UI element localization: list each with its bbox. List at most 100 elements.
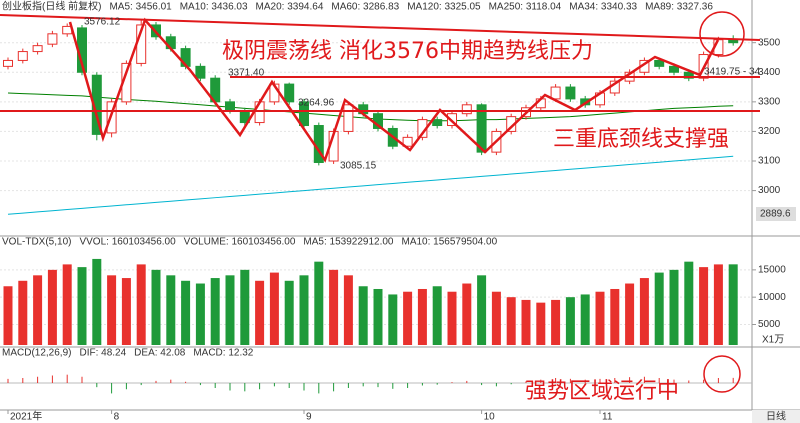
volume-bar (639, 278, 649, 345)
tab[interactable] (752, 410, 800, 423)
volume-bar (343, 275, 353, 345)
volume-bar (565, 297, 575, 345)
header-item: MA10: 156579504.00 (402, 237, 498, 248)
y-tick-label: 10000 (758, 292, 786, 303)
volume-bar (699, 267, 709, 345)
x-tick-label: 10 (484, 412, 496, 423)
header-item: 创业板指(日线 前复权) (2, 0, 101, 13)
annotation-title: 极阴震荡线 消化3576中期趋势线压力 (222, 39, 593, 64)
volume-bar (595, 291, 605, 345)
volume-bar (329, 269, 339, 345)
volume-bar (136, 264, 146, 345)
candle-body (343, 104, 354, 132)
volume-bar (477, 275, 487, 345)
volume-bar (121, 278, 131, 345)
candle-body (669, 65, 679, 73)
y-tick-label: 3200 (758, 126, 781, 137)
candle-body (565, 86, 576, 100)
candle-body (32, 45, 43, 53)
price-box (756, 207, 796, 221)
volume-bar (580, 294, 590, 345)
y-tick-label: 15000 (758, 264, 786, 275)
volume-bar (225, 275, 235, 345)
highlight-circle (703, 355, 741, 393)
volume-bar (491, 291, 501, 345)
volume-bar (18, 280, 28, 345)
volume-bar (373, 288, 383, 345)
price-note: 3085.15 (340, 161, 377, 172)
candle-body (17, 51, 28, 61)
volume-bar (388, 294, 398, 345)
candle-body (683, 71, 694, 79)
price-note: 3371.40 (228, 68, 265, 79)
unit-label: X1万 (762, 335, 784, 346)
price-note: 3419.75 - 34 (704, 67, 761, 78)
y-tick-label: 5000 (758, 319, 781, 330)
volume-bar (669, 269, 679, 345)
header-item: MA34: 3340.33 (569, 2, 637, 13)
y-tick-label: 3500 (758, 37, 781, 48)
header-item: MACD: 12.32 (193, 348, 253, 359)
candle-body (550, 86, 561, 100)
candle-body (432, 119, 443, 127)
volume-bar (403, 291, 413, 345)
header-item: VOL-TDX(5,10) (2, 237, 71, 248)
x-tick-label: 8 (114, 412, 120, 423)
header-item: VVOL: 160103456.00 (79, 237, 176, 248)
volume-bar (255, 280, 265, 345)
volume-bar (521, 299, 531, 345)
volume-bar (47, 269, 57, 345)
candle-body (461, 104, 472, 115)
ma-line (7, 155, 734, 215)
price-box-label: 2889.6 (760, 209, 791, 220)
volume-bar (166, 275, 176, 345)
header-item: DIF: 48.24 (79, 348, 126, 359)
candle-body (476, 104, 487, 153)
volume-bar (536, 302, 546, 345)
volume-bar (551, 299, 561, 345)
volume-bar (610, 288, 620, 345)
volume-bar (107, 275, 117, 345)
candle-body (47, 33, 58, 45)
header-item: MA10: 3436.03 (180, 2, 248, 13)
header-item: MA250: 3118.04 (489, 2, 562, 13)
header-item: MA5: 153922912.00 (303, 237, 394, 248)
volume-bar (33, 275, 43, 345)
volume-bar (432, 286, 442, 345)
header-item: MA60: 3286.83 (331, 2, 399, 13)
volume-bar (284, 280, 294, 345)
candle-body (402, 136, 413, 147)
volume-bar (684, 261, 694, 345)
header-item: MA5: 3456.01 (109, 2, 172, 13)
volume-bar (210, 278, 220, 345)
highlight-circle (699, 11, 745, 57)
candle-body (3, 59, 13, 67)
price-note: 3576.12 (84, 17, 121, 28)
y-tick-label: 3000 (758, 185, 781, 196)
annotation-text: 强势区域运行中 (525, 379, 679, 404)
volume-bar (713, 264, 723, 345)
header-item: MA120: 3325.05 (407, 2, 481, 13)
volume-bar (728, 264, 738, 345)
candle-body (195, 65, 206, 79)
volume-bar (654, 272, 664, 345)
volume-bar (625, 283, 635, 345)
y-tick-label: 3300 (758, 96, 781, 107)
annotation-lines (0, 11, 761, 393)
tab-label[interactable]: 日线 (766, 410, 786, 423)
candle-body (299, 101, 309, 127)
volume-bar (195, 283, 205, 345)
volume-bar (462, 283, 472, 345)
trend-line (0, 14, 761, 41)
volume-bar (299, 275, 309, 345)
zigzag (68, 17, 720, 163)
y-tick-label: 3100 (758, 156, 781, 167)
volume-bar (506, 297, 516, 345)
volume-bar (62, 264, 72, 345)
volume-bar (77, 267, 87, 345)
volume-bar (314, 261, 324, 345)
header-item: MA20: 3394.64 (256, 2, 324, 13)
annotation-text: 三重底颈线支撑强 (553, 127, 729, 152)
volume-bar (151, 269, 161, 345)
